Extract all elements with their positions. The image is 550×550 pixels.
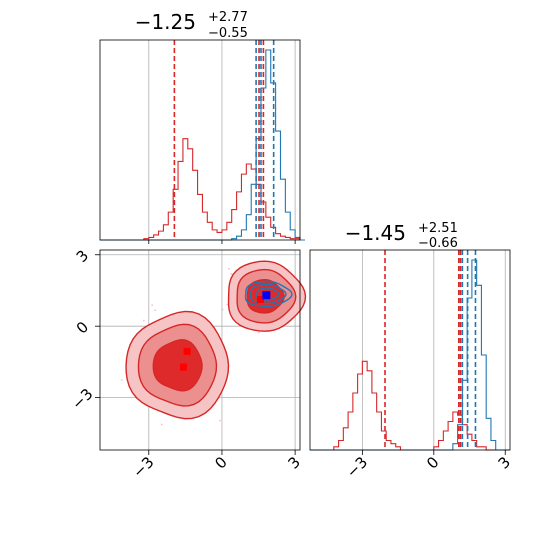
- panel-1-grid: [148, 40, 296, 240]
- marginal-2-x-tick-labels: −3 0 3: [343, 450, 514, 481]
- scatter-point: [120, 379, 123, 381]
- panel-1-frame: [99, 39, 301, 241]
- tick-label: 3: [495, 453, 514, 472]
- scatter-point: [142, 319, 145, 322]
- title-param-2-upper: +2.51: [418, 221, 458, 236]
- scatter-point: [226, 303, 229, 306]
- panel-2-markers: [179, 291, 271, 371]
- title-param-2: −1.45 +2.51 −0.66: [345, 221, 458, 251]
- panel-1-background: [100, 40, 300, 240]
- tick-label: 3: [284, 453, 303, 472]
- title-param-1-lower: −0.55: [208, 26, 248, 41]
- marker-red-square: [256, 296, 264, 304]
- panel-1-quantile-lines: [173, 40, 275, 240]
- panel-3-grid: [361, 250, 506, 450]
- marginal-histogram-param-2: [309, 249, 511, 451]
- contour-blue-level-1: [244, 280, 293, 308]
- contour-blue-level-3: [256, 287, 280, 301]
- title-param-1: −1.25 +2.77 −0.55: [135, 10, 248, 41]
- panel-3-background: [310, 250, 510, 450]
- scatter-point: [154, 309, 157, 312]
- tick-label: −3: [68, 385, 96, 413]
- title-param-1-upper: +2.77: [208, 10, 248, 25]
- title-param-2-value: −1.45: [345, 221, 406, 245]
- marker-red-square: [179, 363, 187, 371]
- title-param-1-value: −1.25: [135, 10, 196, 34]
- panel-2-frame: [99, 249, 301, 451]
- contour-blue-level-2: [249, 283, 287, 305]
- scatter-point: [219, 419, 221, 422]
- marker-blue-square: [262, 291, 271, 300]
- marker-red-square: [183, 347, 191, 355]
- scatter-point: [221, 308, 224, 311]
- panel-3-frame: [309, 249, 511, 451]
- joint-distribution-panel: [99, 249, 307, 451]
- title-param-2-lower: −0.66: [418, 236, 458, 251]
- scatter-point: [230, 272, 233, 275]
- tick-label: −3: [343, 453, 371, 481]
- tick-label: −3: [129, 453, 157, 481]
- joint-y-tick-labels: −3 0 3: [68, 246, 100, 413]
- marginal-histogram-param-1: [99, 39, 305, 241]
- histogram-red-param-1: [100, 138, 305, 241]
- scatter-point: [257, 331, 260, 334]
- tick-label: 0: [423, 453, 442, 472]
- tick-label: 0: [73, 318, 92, 337]
- tick-label: 0: [211, 453, 230, 472]
- tick-label: 3: [73, 246, 92, 265]
- panel-3-quantile-lines: [384, 250, 477, 450]
- scatter-point: [151, 304, 154, 307]
- scatter-point: [160, 423, 163, 426]
- scatter-point: [228, 267, 230, 270]
